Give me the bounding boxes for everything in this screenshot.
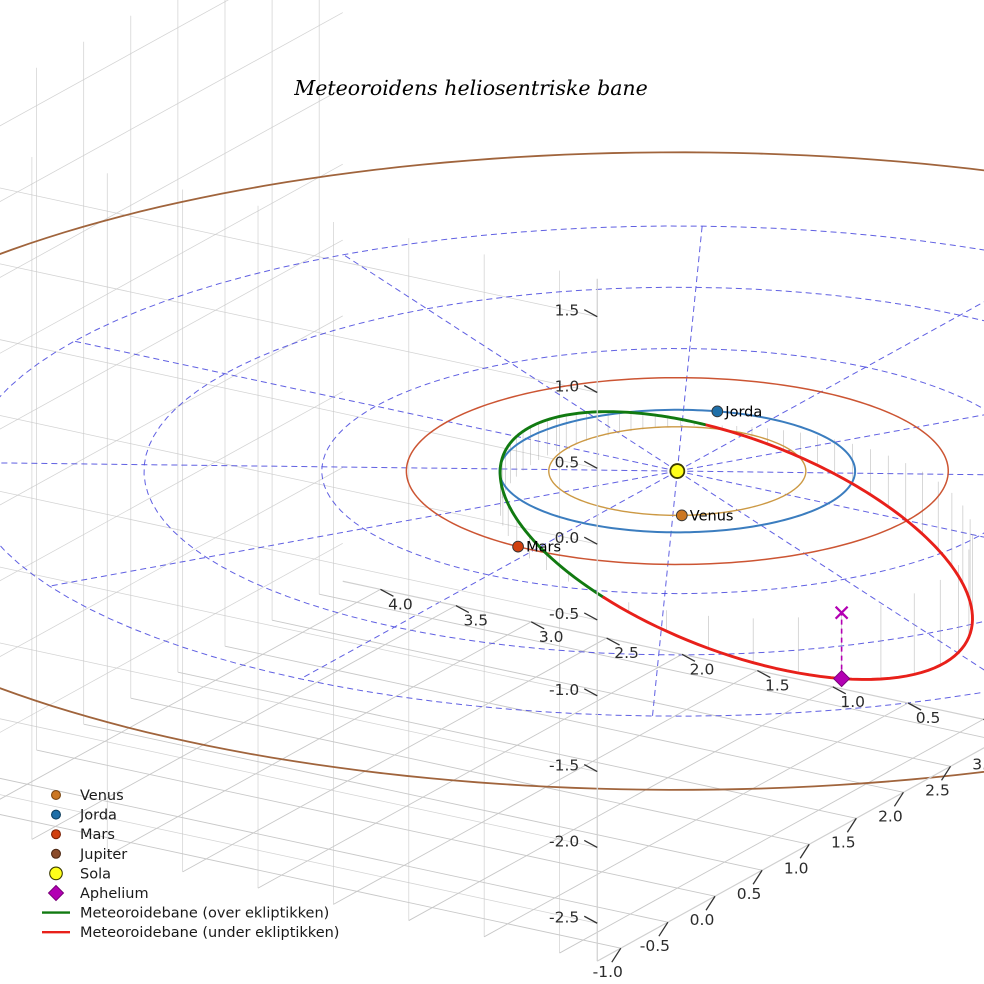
y-tick-label: 1.0 bbox=[840, 693, 865, 711]
z-tick-label: -2.5 bbox=[549, 908, 579, 926]
x-tick-label: 0.5 bbox=[737, 885, 762, 903]
x-tick-label: 1.5 bbox=[831, 833, 856, 851]
aphelion-projection-x-icon bbox=[834, 605, 849, 620]
z-tick-label: 1.5 bbox=[555, 302, 580, 320]
z-tick-label: -0.5 bbox=[549, 605, 579, 623]
z-tick-label: -1.5 bbox=[549, 757, 579, 775]
axis-spines-and-ticks bbox=[342, 278, 984, 963]
z-tick-label: 0.5 bbox=[555, 453, 580, 471]
body-label-jorda: Jorda bbox=[724, 404, 762, 420]
z-tick-label: 1.0 bbox=[555, 378, 580, 396]
body-marker-mars bbox=[512, 540, 524, 553]
legend-circle-swatch bbox=[49, 866, 63, 881]
legend-item[interactable]: Mars bbox=[51, 827, 115, 843]
legend-circle-swatch bbox=[51, 829, 61, 840]
body-marker-venus bbox=[675, 509, 688, 522]
x-tick-label: 0.0 bbox=[690, 911, 715, 929]
y-tick-label: 3.0 bbox=[539, 628, 564, 646]
legend-item[interactable]: Sola bbox=[49, 866, 111, 882]
legend-circle-swatch bbox=[51, 809, 61, 820]
x-tick-label: 1.0 bbox=[784, 859, 809, 877]
legend-item[interactable]: Meteoroidebane (under ekliptikken) bbox=[42, 925, 339, 941]
y-tick-label: 2.5 bbox=[614, 644, 639, 662]
aphelion-marker-group bbox=[832, 605, 851, 688]
y-tick-label: 2.0 bbox=[690, 660, 715, 678]
legend-label: Jorda bbox=[79, 808, 117, 824]
x-tick-label: -0.5 bbox=[640, 937, 670, 955]
legend-label: Jupiter bbox=[79, 847, 127, 863]
legend-item[interactable]: Venus bbox=[51, 788, 124, 804]
y-tick-label: 3.5 bbox=[463, 612, 488, 630]
aphelion-diamond-marker bbox=[832, 669, 851, 688]
legend-circle-swatch bbox=[51, 790, 61, 800]
x-tick-label: 2.5 bbox=[925, 781, 950, 799]
legend-label: Meteoroidebane (over ekliptikken) bbox=[80, 906, 329, 922]
meteoroid-orbit bbox=[498, 410, 974, 681]
x-tick-label: 2.0 bbox=[878, 807, 903, 825]
legend-item[interactable]: Jupiter bbox=[51, 847, 128, 863]
x-tick-label: -1.0 bbox=[593, 963, 623, 981]
legend-diamond-swatch bbox=[47, 884, 65, 902]
planet-markers bbox=[512, 405, 724, 553]
legend-label: Aphelium bbox=[80, 886, 149, 902]
body-labels: Venus Jorda Mars bbox=[526, 404, 762, 555]
legend-label: Mars bbox=[80, 827, 115, 843]
y-tick-label: 0.5 bbox=[916, 709, 941, 727]
legend-label: Sola bbox=[80, 866, 111, 882]
y-tick-label: 4.0 bbox=[388, 595, 413, 613]
body-label-venus: Venus bbox=[690, 508, 734, 524]
body-marker-jorda bbox=[711, 405, 724, 418]
legend-item[interactable]: Meteoroidebane (over ekliptikken) bbox=[42, 906, 329, 922]
x-tick-label: 3.0 bbox=[972, 755, 984, 773]
page-title: Meteoroidens heliosentriske bane bbox=[293, 76, 648, 100]
body-label-mars: Mars bbox=[526, 540, 561, 556]
z-tick-label: 0.0 bbox=[555, 529, 580, 547]
axes-pane-gridlines bbox=[0, 0, 984, 954]
legend-item[interactable]: Aphelium bbox=[47, 884, 149, 903]
legend-label: Venus bbox=[80, 788, 124, 804]
axis-tick-labels: -2.5 -2.0 -1.5 -1.0 -0.5 0.0 0.5 1.0 1.5 -1.0 -0.5… bbox=[388, 302, 984, 982]
legend-item[interactable]: Jorda bbox=[51, 808, 117, 824]
legend-circle-swatch bbox=[51, 848, 61, 859]
legend-label: Meteoroidebane (under ekliptikken) bbox=[80, 925, 339, 941]
z-tick-label: -2.0 bbox=[549, 832, 579, 850]
legend: Venus Jorda Mars Jupiter Sola Aphelium Meteoro… bbox=[42, 788, 339, 941]
z-tick-label: -1.0 bbox=[549, 681, 579, 699]
ecliptic-polar-grid bbox=[0, 225, 984, 717]
jupiter-orbit bbox=[0, 151, 984, 791]
y-tick-label: 1.5 bbox=[765, 677, 790, 695]
planet-orbits bbox=[405, 376, 949, 566]
body-marker-sola bbox=[669, 463, 686, 479]
